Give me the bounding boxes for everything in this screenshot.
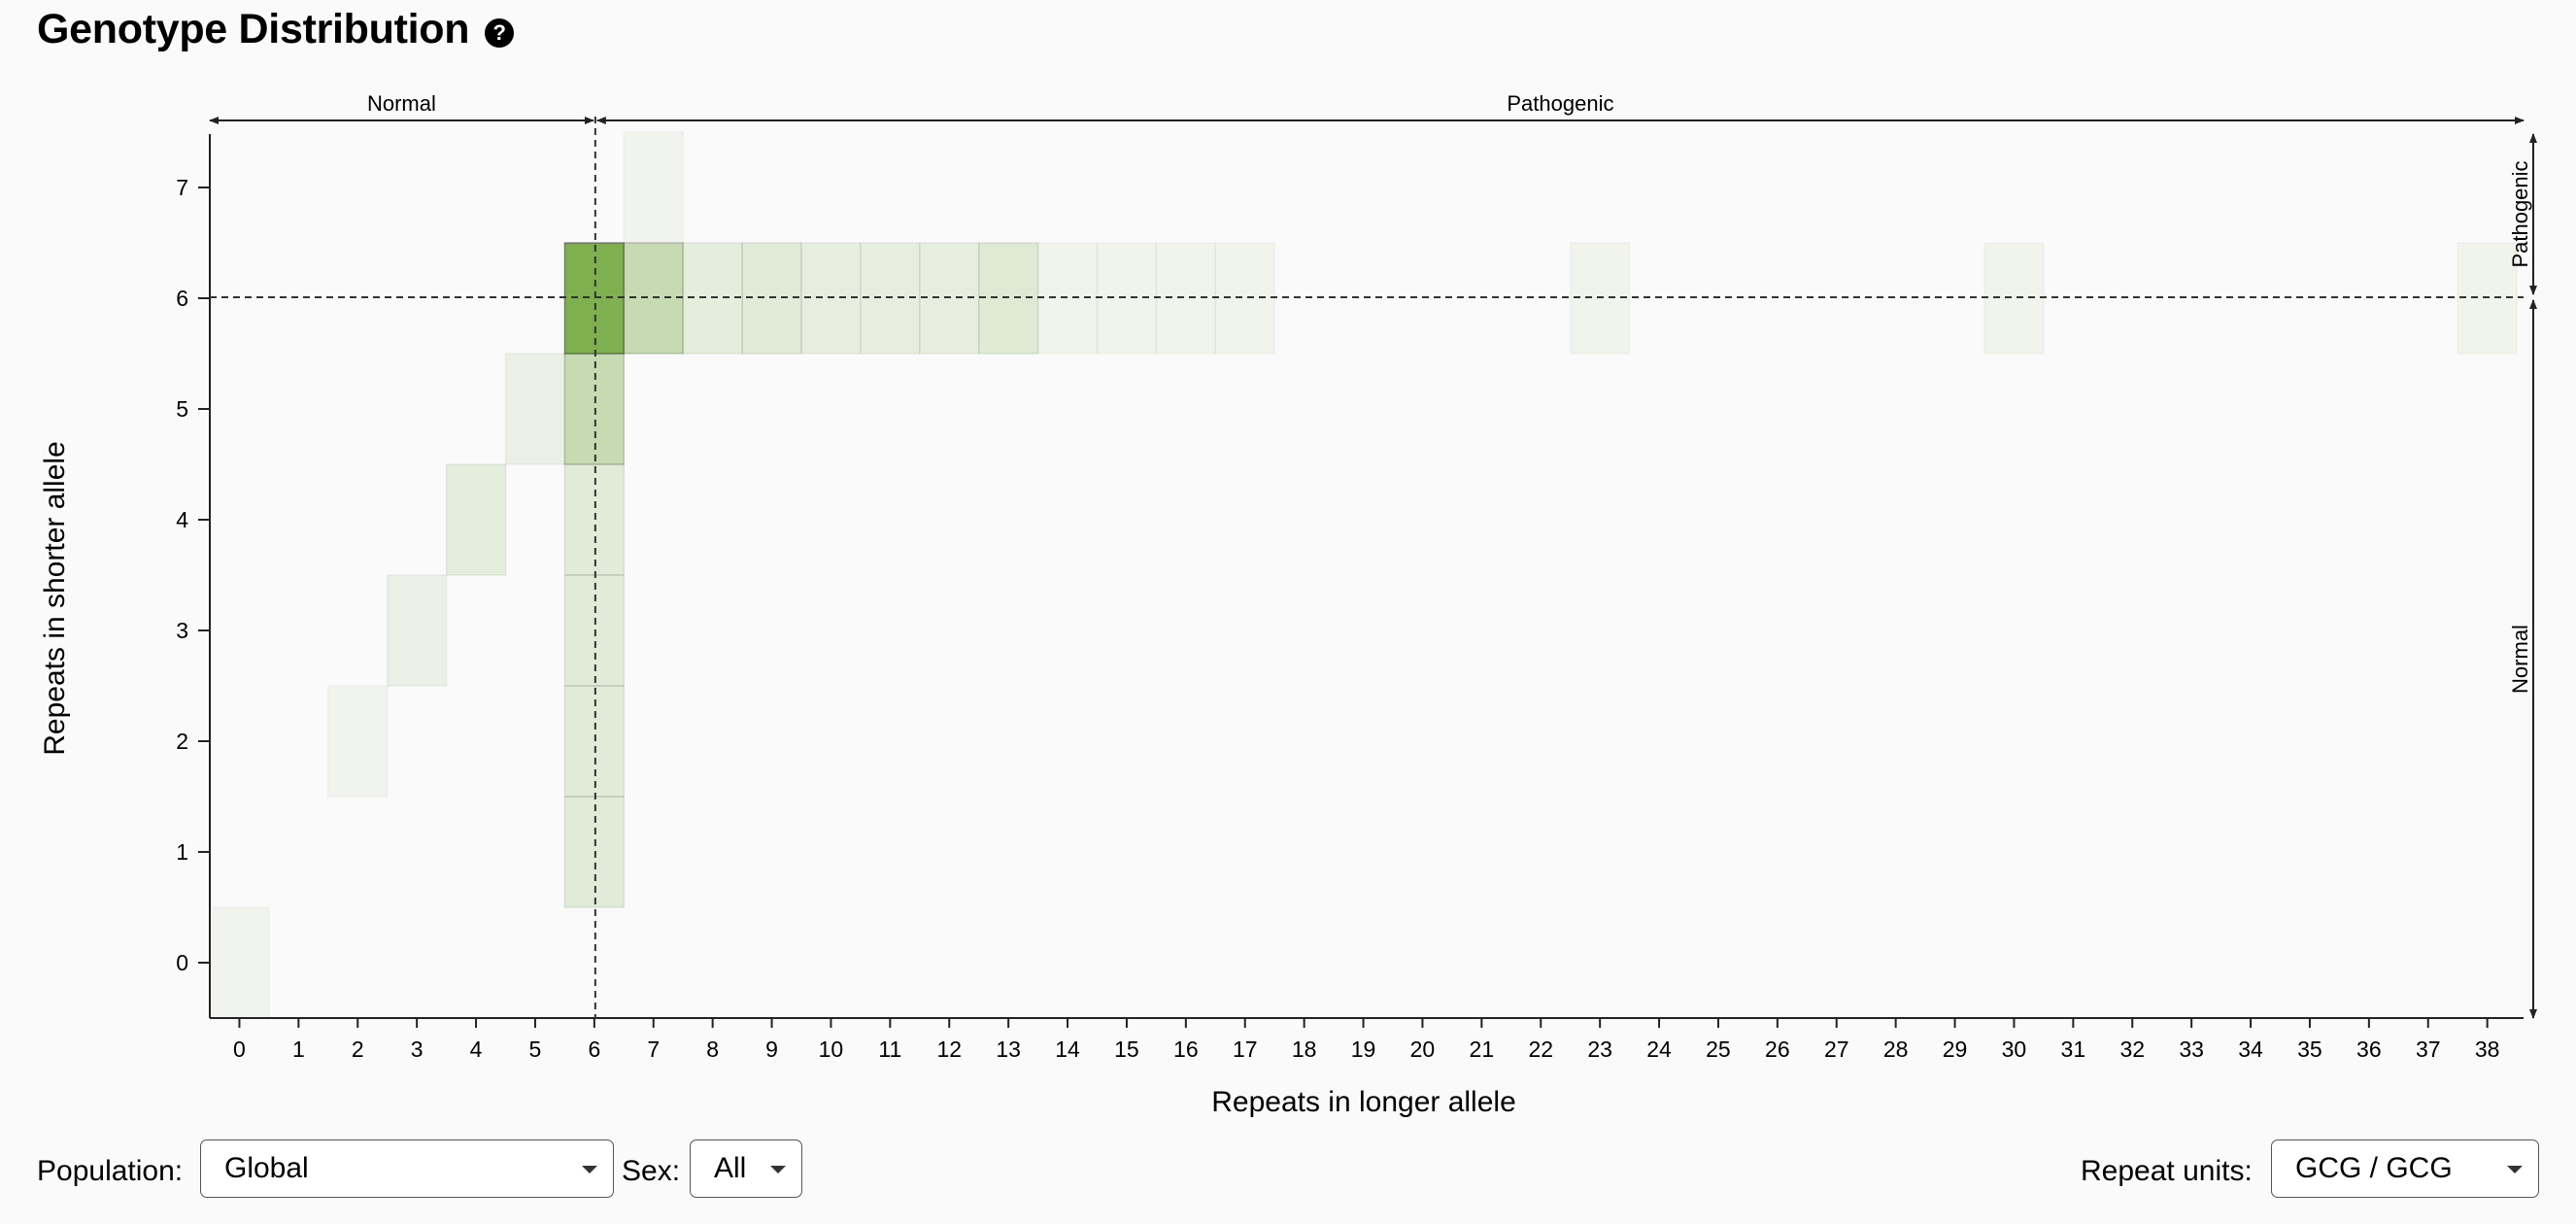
x-tick-label: 8 — [706, 1037, 719, 1062]
x-tick-label: 4 — [470, 1037, 483, 1062]
heatmap-cell — [386, 574, 448, 687]
x-tick-label: 19 — [1351, 1037, 1376, 1062]
y-tick-label: 2 — [176, 729, 188, 754]
chevron-down-icon — [770, 1166, 786, 1173]
x-tick-label: 32 — [2119, 1037, 2145, 1062]
y-tick-label: 3 — [176, 618, 188, 643]
x-tick-label: 31 — [2061, 1037, 2086, 1062]
x-tick-label: 23 — [1587, 1037, 1612, 1062]
x-tick-label: 27 — [1824, 1037, 1849, 1062]
y-region-label: Normal — [2508, 625, 2532, 694]
page-title: Genotype Distribution — [37, 5, 470, 52]
x-tick-label: 7 — [647, 1037, 660, 1062]
x-tick-label: 3 — [411, 1037, 424, 1062]
genotype-heatmap: Repeats in longer allele Repeats in shor… — [39, 91, 2537, 1118]
heatmap-cell — [327, 685, 389, 798]
repeat-units-value: GCG / GCG — [2295, 1152, 2453, 1184]
x-tick-label: 15 — [1114, 1037, 1139, 1062]
x-tick-label: 35 — [2297, 1037, 2322, 1062]
x-tick-label: 9 — [765, 1037, 778, 1062]
x-tick-label: 14 — [1055, 1037, 1080, 1062]
x-tick-label: 28 — [1883, 1037, 1909, 1062]
y-tick-label: 5 — [176, 396, 188, 422]
x-region-label: Pathogenic — [1507, 91, 1613, 116]
x-tick-label: 30 — [2002, 1037, 2027, 1062]
heatmap-cell — [209, 906, 270, 1019]
x-tick-label: 38 — [2475, 1037, 2500, 1062]
y-tick-label: 0 — [176, 950, 188, 975]
x-tick-label: 1 — [292, 1037, 305, 1062]
x-tick-label: 18 — [1292, 1037, 1317, 1062]
x-tick-label: 25 — [1706, 1037, 1731, 1062]
question-circle-icon[interactable]: ? — [485, 18, 515, 48]
x-tick-label: 22 — [1528, 1037, 1553, 1062]
x-tick-label: 20 — [1410, 1037, 1436, 1062]
x-tick-label: 12 — [936, 1037, 962, 1062]
y-tick-label: 7 — [176, 175, 188, 200]
x-tick-label: 34 — [2238, 1037, 2263, 1062]
title-row: Genotype Distribution ? — [37, 0, 515, 58]
heatmap-cell — [504, 353, 566, 465]
repeat-units-select[interactable]: GCG / GCG — [2271, 1139, 2539, 1198]
y-axis-label: Repeats in shorter allele — [39, 441, 71, 756]
x-tick-label: 16 — [1173, 1037, 1199, 1062]
x-tick-label: 26 — [1765, 1037, 1790, 1062]
x-tick-label: 29 — [1943, 1037, 1968, 1062]
controls-bar: Population: Global Sex: All Repeat units… — [0, 1137, 2576, 1205]
x-tick-label: 10 — [819, 1037, 844, 1062]
chevron-down-icon — [582, 1166, 597, 1173]
x-tick-label: 37 — [2416, 1037, 2441, 1062]
sex-select[interactable]: All — [690, 1139, 802, 1198]
x-tick-label: 13 — [996, 1037, 1021, 1062]
x-tick-label: 6 — [588, 1037, 600, 1062]
x-tick-label: 24 — [1646, 1037, 1672, 1062]
x-axis-label: Repeats in longer allele — [1211, 1086, 1516, 1118]
x-tick-label: 17 — [1233, 1037, 1258, 1062]
chevron-down-icon — [2507, 1166, 2523, 1173]
x-tick-label: 33 — [2179, 1037, 2204, 1062]
heatmap-cell — [445, 463, 507, 576]
sex-value: All — [714, 1152, 747, 1184]
x-tick-label: 2 — [352, 1037, 364, 1062]
x-tick-label: 5 — [529, 1037, 542, 1062]
y-region-label: Pathogenic — [2508, 160, 2532, 267]
repeat-units-label: Repeat units: — [2081, 1155, 2253, 1187]
x-tick-label: 11 — [878, 1037, 901, 1062]
population-label: Population: — [37, 1155, 184, 1187]
x-tick-label: 36 — [2356, 1037, 2382, 1062]
population-value: Global — [224, 1152, 309, 1184]
sex-label: Sex: — [622, 1155, 681, 1187]
x-region-label: Normal — [367, 91, 436, 116]
population-select[interactable]: Global — [200, 1139, 614, 1198]
y-tick-label: 1 — [176, 839, 188, 865]
x-tick-label: 0 — [233, 1037, 246, 1062]
y-tick-label: 4 — [176, 507, 188, 532]
x-tick-label: 21 — [1470, 1037, 1495, 1062]
heatmap-cell — [623, 131, 684, 244]
y-tick-label: 6 — [176, 286, 188, 311]
